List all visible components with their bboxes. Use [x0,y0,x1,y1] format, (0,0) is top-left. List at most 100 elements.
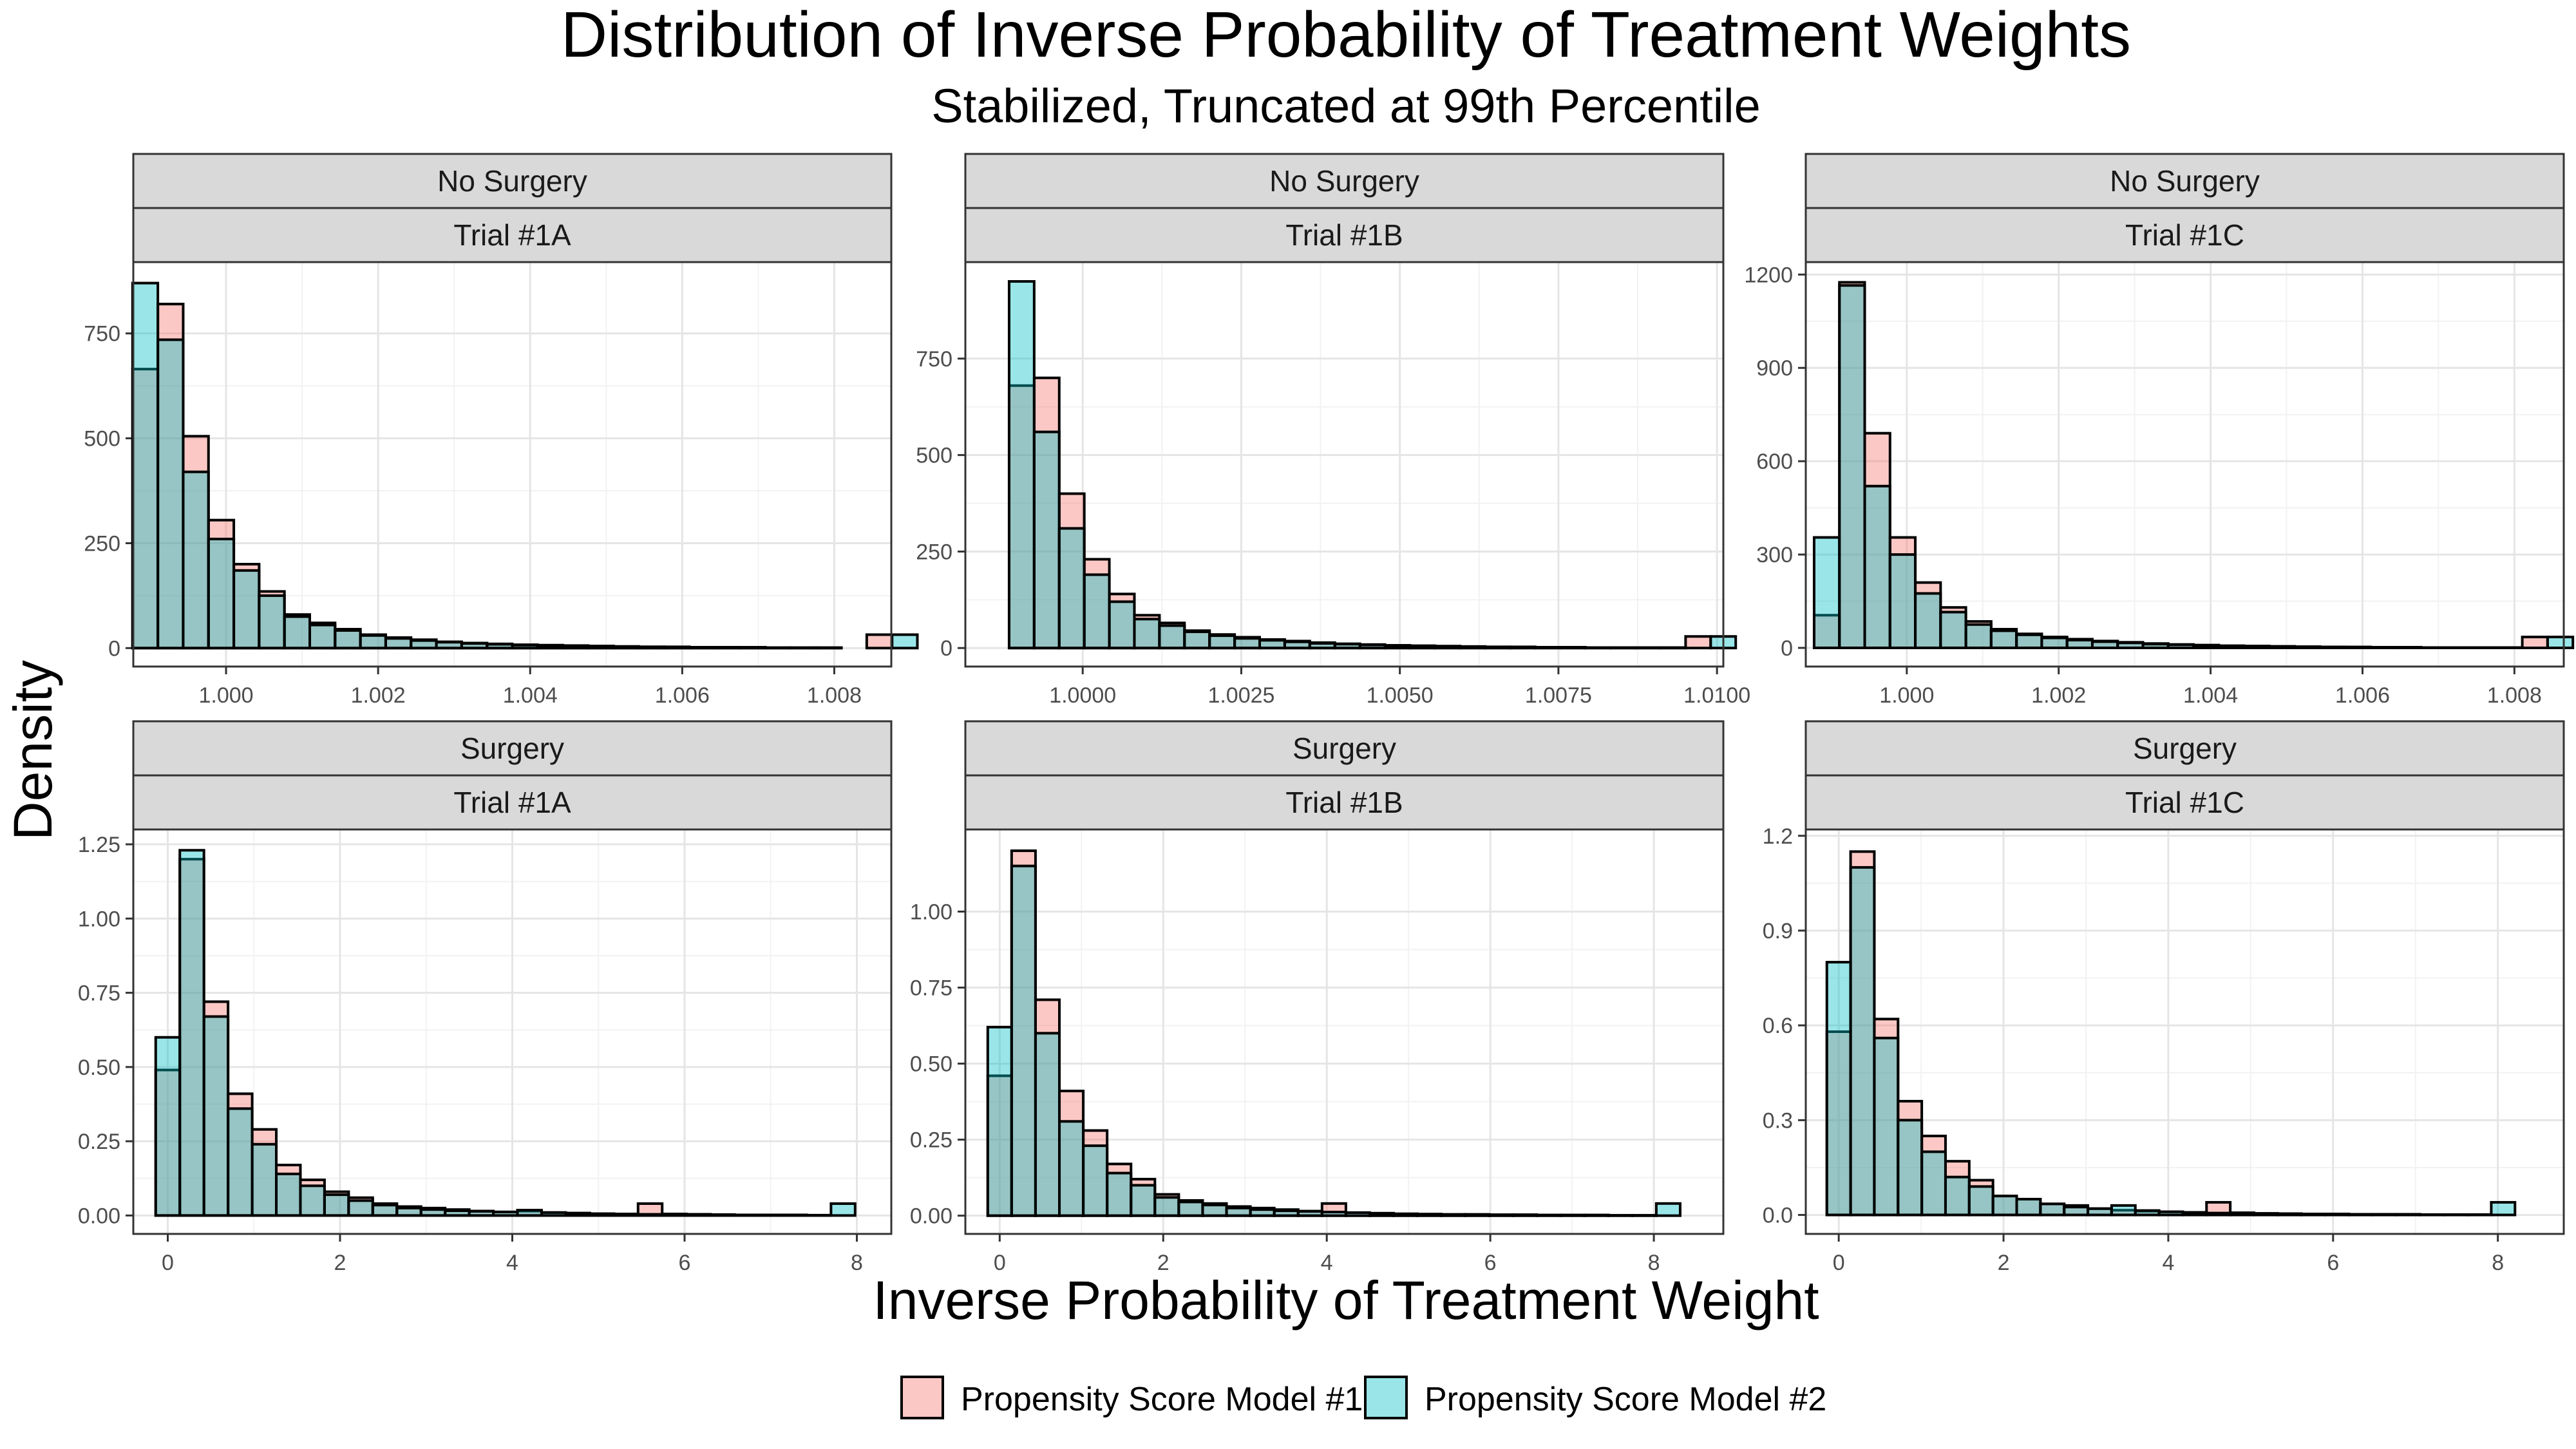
histogram-bar [178,858,205,1217]
facet-label-row: Surgery [1293,732,1396,765]
histogram-bar [1358,643,1387,650]
x-tick-label: 1.006 [655,683,710,708]
histogram-bar [789,646,818,650]
y-tick-label: 0.3 [1763,1108,1793,1133]
histogram-bar [2318,645,2347,650]
facet-panel: Surgery Trial #1A 0 2 4 6 8 0.00 0.25 0.50 0.75 1.0… [78,720,893,1275]
facet-strip-col [1804,774,2565,831]
histogram-bar [2394,646,2423,650]
histogram-bar [435,641,463,650]
x-tick-label: 1.0050 [1367,683,1434,708]
histogram-bar [2229,1212,2255,1217]
histogram-bar [1897,1119,1924,1217]
histogram-bar [156,338,185,650]
histogram-bar [410,639,438,650]
panel-background [1806,262,2564,667]
histogram-bar [1967,1185,1994,1217]
histogram-bar [1108,600,1136,650]
y-tick-label: 1.25 [78,833,120,857]
facet-label-row: Surgery [2133,732,2237,765]
histogram-bar [1440,1213,1467,1217]
histogram-bar [829,1202,857,1217]
histogram-bar [1158,624,1186,650]
histogram-bar [1296,1210,1323,1217]
histogram-bar [1416,1213,1443,1217]
facet-panel: Surgery Trial #1C 0 2 4 6 8 0.0 0.3 0.6 0.9 1.2 [1763,720,2565,1275]
histogram-bar [227,1107,254,1217]
histogram-bar [1408,645,1437,650]
x-tick-label: 1.0025 [1208,683,1274,708]
y-tick-label: 750 [84,322,120,346]
histogram-bar [2157,1210,2184,1217]
facet-label-col: Trial #1C [2125,786,2244,819]
histogram-bar [1634,646,1662,650]
histogram-bar [384,637,413,650]
histogram-bar [588,1212,616,1217]
histogram-bar [1320,1211,1347,1217]
x-tick-label: 8 [1648,1251,1660,1275]
histogram-bar [131,281,160,650]
histogram-bar [1082,1144,1109,1217]
facet-panel: No Surgery Trial #1C 1.000 1.002 1.004 1.006 1… [1744,153,2575,708]
x-axis-title: Inverse Probability of Treatment Weight [873,1270,1819,1331]
facet-strip-row [132,153,893,209]
x-tick-label: 4 [2162,1251,2174,1275]
x-tick-label: 2 [1157,1251,1170,1275]
facet-label-row: No Surgery [1269,164,1419,198]
histogram-bar [1659,646,1687,650]
histogram-bar [227,1092,254,1217]
histogram-bar [232,569,261,650]
histogram-bar [2192,644,2221,650]
histogram-bar [1208,634,1236,650]
x-tick-label: 6 [679,1251,691,1275]
x-tick-label: 6 [2327,1251,2339,1275]
histogram-bar [444,1209,471,1217]
histogram-bar [1944,1175,1971,1217]
histogram-bar [1249,1208,1276,1217]
histogram-bar [2063,1206,2090,1217]
facet-strip-row [1804,153,2565,209]
histogram-bar [283,615,312,650]
histogram-bar [1083,573,1111,650]
panel-background [1806,829,2564,1234]
histogram-bar [1914,592,1942,650]
x-tick-label: 1.004 [503,683,558,708]
histogram-bar [1130,1184,1157,1217]
x-tick-label: 1.0100 [1683,683,1750,708]
x-tick-label: 1.0000 [1049,683,1116,708]
histogram-bar [2276,1212,2303,1217]
histogram-bar [636,1213,664,1217]
chart-title: Distribution of Inverse Probability of T… [561,0,2131,71]
histogram-bar [1010,864,1037,1217]
histogram-bar [1888,553,1917,650]
x-tick-label: 1.004 [2183,683,2238,708]
y-tick-label: 600 [1756,450,1793,474]
histogram-bar [2205,1211,2232,1217]
y-tick-label: 0 [940,636,952,661]
histogram-bar [1838,284,1866,650]
facet-strip-col [132,774,893,831]
histogram-bar [2015,633,2043,650]
facet-label-row: Surgery [460,732,564,765]
histogram-bar [516,1209,543,1217]
facet-strip-row [964,153,1725,209]
y-tick-label: 500 [84,427,120,451]
y-tick-label: 750 [916,347,952,372]
facet-strip-col [964,207,1725,263]
histogram-bar [334,629,362,650]
y-tick-label: 0.50 [78,1056,120,1080]
x-tick-label: 8 [851,1251,863,1275]
y-tick-label: 250 [916,540,952,564]
histogram-bar [1392,1212,1419,1217]
histogram-bar [1849,866,1876,1217]
histogram-bar [2015,1198,2042,1217]
histogram-bar [536,644,565,650]
facet-label-row: No Surgery [437,164,587,198]
histogram-bar [2134,1209,2161,1217]
histogram-bar [1333,643,1361,650]
histogram-bar [1964,623,1993,650]
y-tick-label: 0.0 [1763,1204,1793,1228]
y-tick-label: 0.00 [910,1204,952,1229]
histogram-bar [202,1015,230,1217]
histogram-bar [2490,1200,2517,1217]
